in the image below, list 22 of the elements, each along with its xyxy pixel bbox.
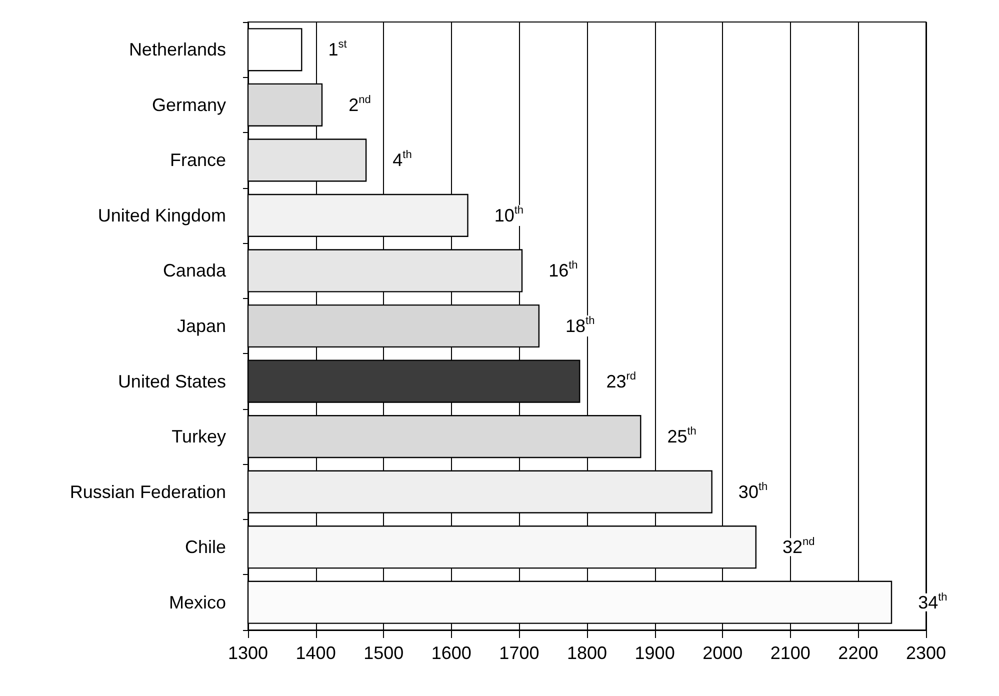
x-tick-label: 2000 bbox=[702, 643, 743, 663]
x-tick-label: 1800 bbox=[566, 643, 608, 663]
x-tick-label: 2100 bbox=[770, 643, 810, 663]
y-tick-label: Mexico bbox=[168, 592, 226, 612]
y-tick-label: Japan bbox=[176, 316, 226, 336]
y-tick-label: Chile bbox=[184, 537, 226, 558]
y-tick-label: Canada bbox=[162, 260, 227, 281]
x-tick-label: 1400 bbox=[296, 643, 336, 663]
x-tick-label: 1500 bbox=[364, 643, 404, 663]
x-tick-label: 2200 bbox=[838, 643, 878, 663]
y-tick-label: Russian Federation bbox=[70, 482, 226, 502]
y-tick-label: United Kingdom bbox=[98, 205, 226, 226]
x-tick-label: 1900 bbox=[634, 643, 675, 663]
y-tick-label: United States bbox=[118, 371, 226, 392]
x-tick-label: 1300 bbox=[228, 643, 268, 663]
y-tick-label: Netherlands bbox=[128, 40, 226, 60]
x-tick-label: 2300 bbox=[906, 643, 946, 663]
x-tick-label: 1600 bbox=[431, 643, 472, 663]
y-tick-label: France bbox=[170, 150, 226, 170]
y-tick-label: Turkey bbox=[172, 426, 226, 447]
x-tick-label: 1700 bbox=[499, 643, 540, 663]
y-tick-label: Germany bbox=[152, 94, 226, 115]
